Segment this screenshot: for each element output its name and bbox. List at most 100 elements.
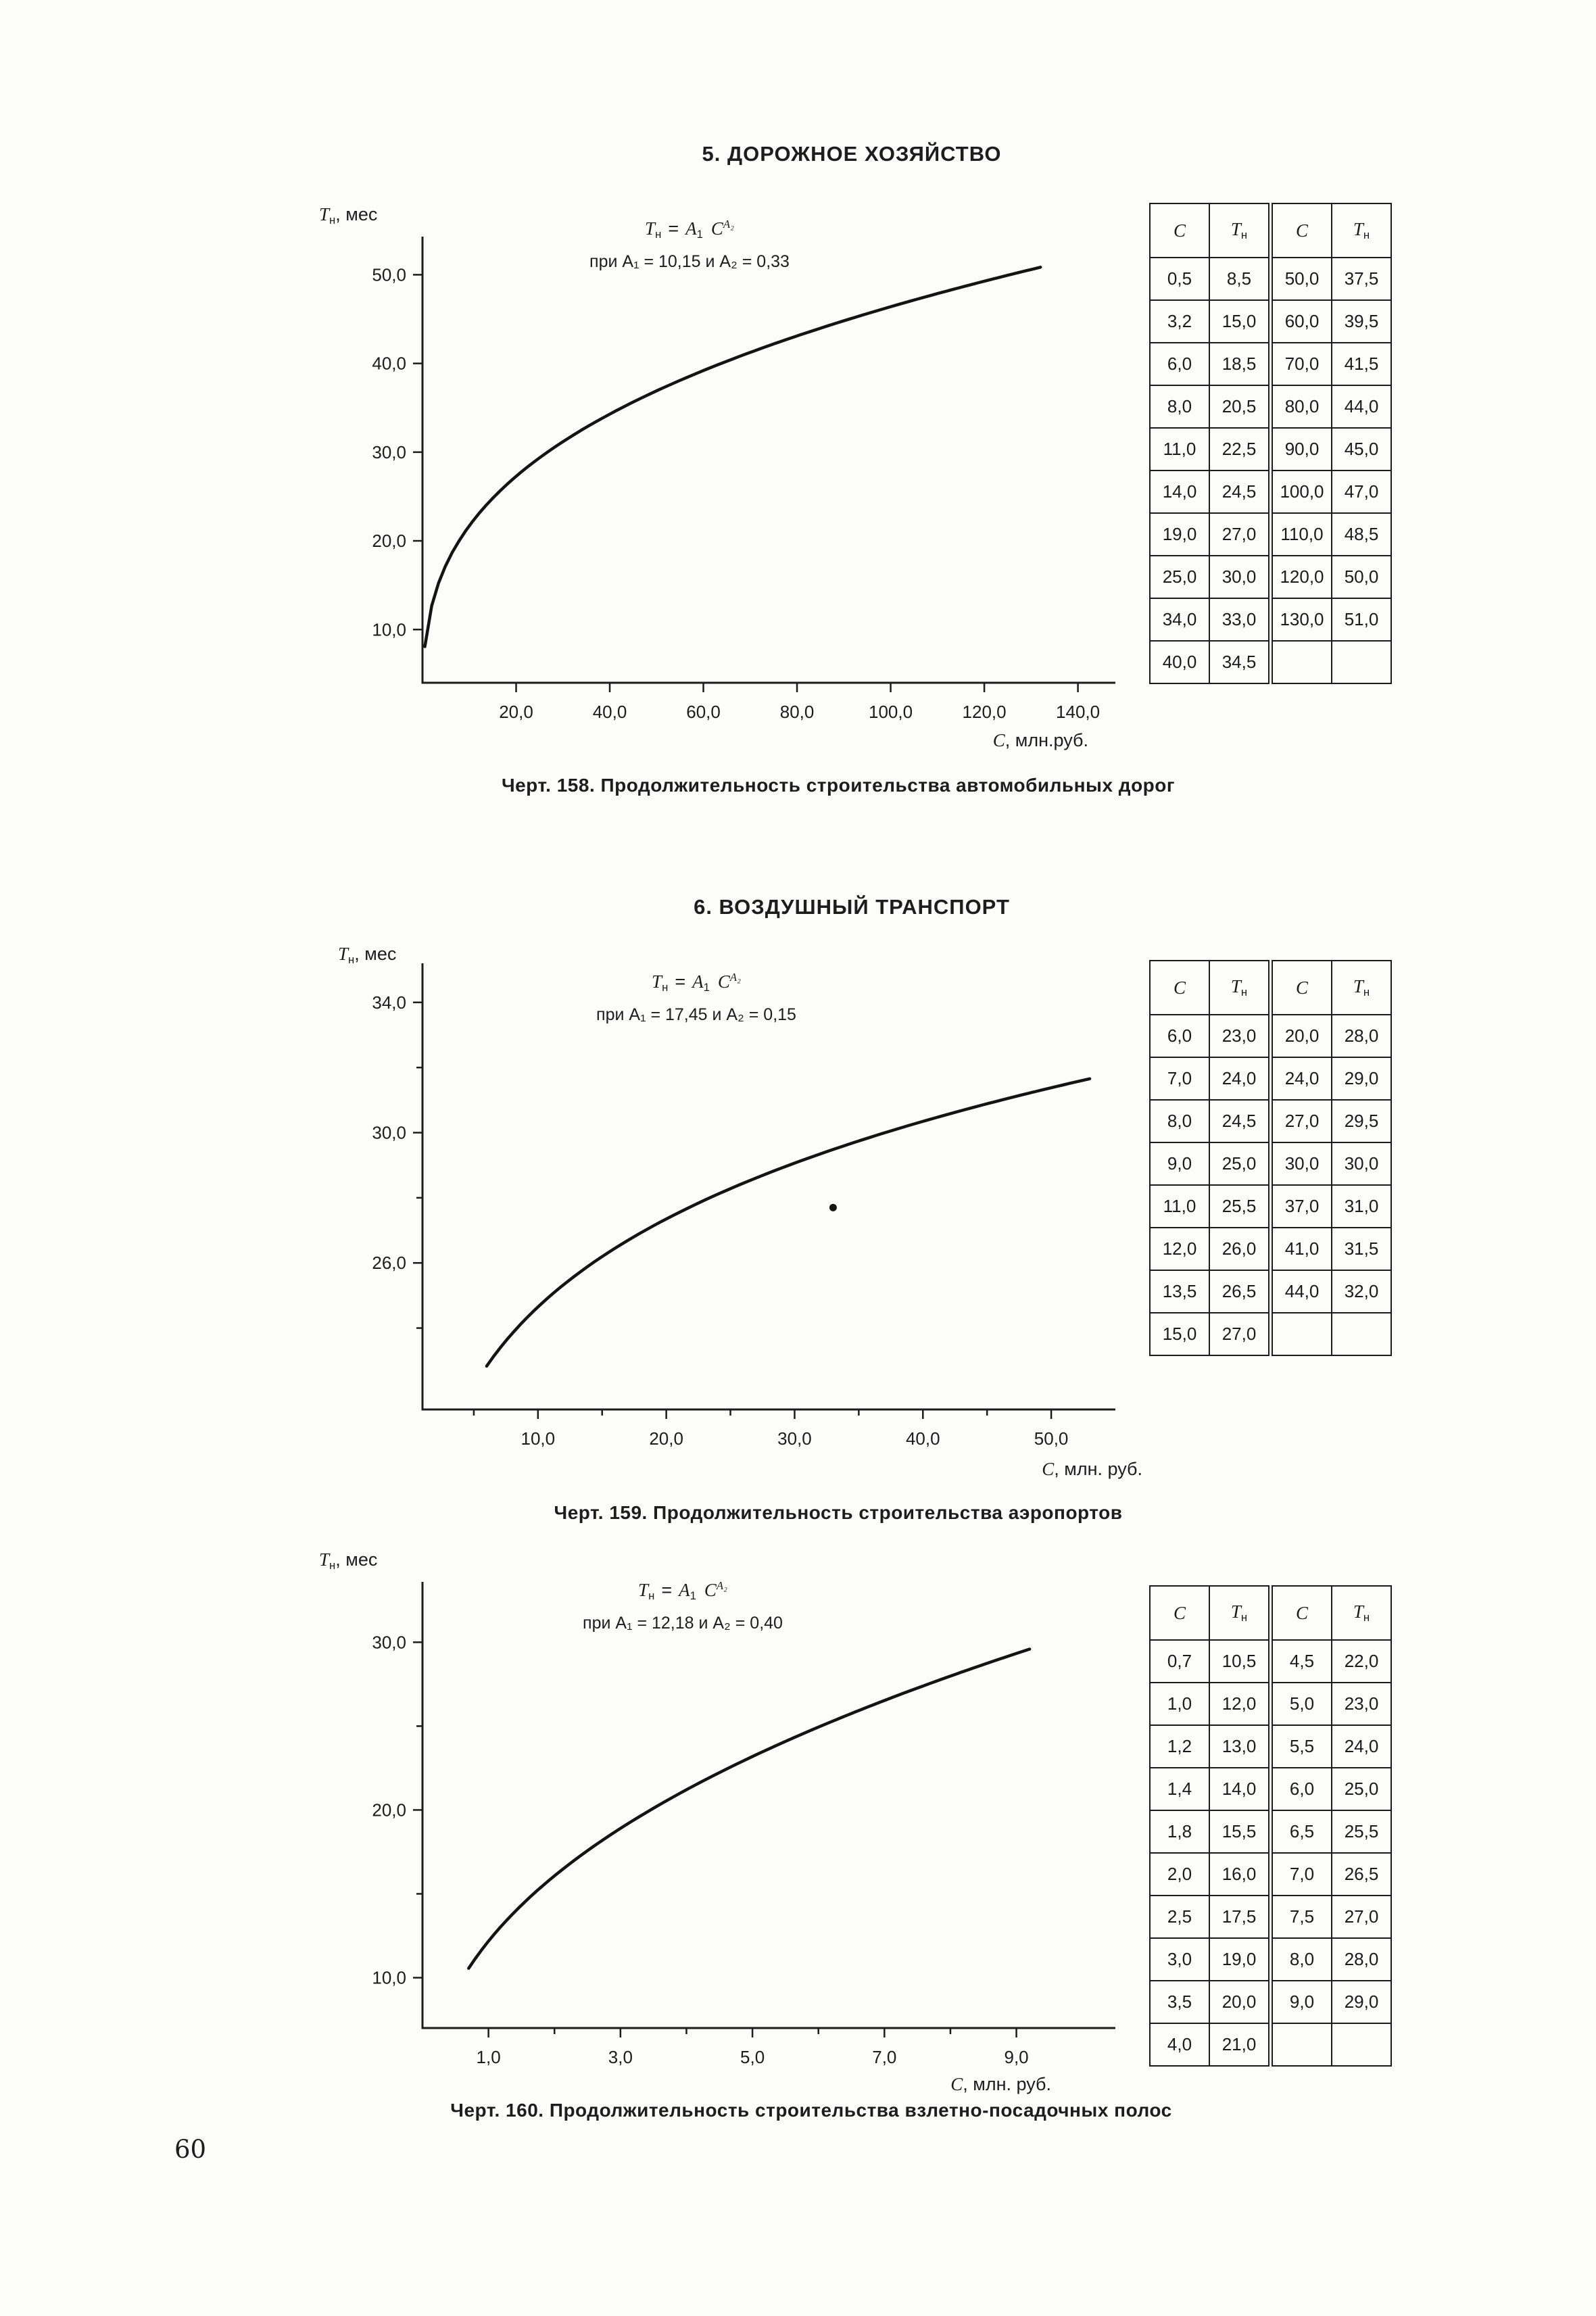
table-row: 3,5 20,0 9,0 29,0 [1149,1980,1392,2024]
y-tick-label: 30,0 [372,1123,406,1143]
table-cell: 33,0 [1209,598,1272,642]
table-row: 34,0 33,0 130,0 51,0 [1149,598,1392,642]
table-cell: 25,0 [1209,1142,1272,1186]
table-cell: 27,0 [1268,1099,1332,1143]
table-cell: 1,4 [1149,1767,1210,1811]
y-tick-label: 20,0 [372,531,406,551]
x-tick-label: 5,0 [740,2047,765,2067]
x-tick-label: 60,0 [686,702,721,722]
table-cell: 25,0 [1331,1767,1392,1811]
x-tick-label: 10,0 [521,1428,556,1449]
table-cell: 3,5 [1149,1980,1210,2024]
y-axis-label: Tн, мес [338,944,397,967]
table-cell: 44,0 [1331,385,1392,429]
table-cell [1331,640,1392,684]
table-cell: 34,5 [1209,640,1272,684]
table-row: 40,0 34,5 [1149,640,1392,684]
table-cell: 60,0 [1268,299,1332,343]
table-row: 0,7 10,5 4,5 22,0 [1149,1639,1392,1683]
y-axis-label: Tн, мес [319,1549,378,1572]
table-cell [1268,640,1332,684]
table-cell: 6,0 [1149,1014,1210,1058]
table-row: 1,2 13,0 5,5 24,0 [1149,1724,1392,1768]
table-row: 2,0 16,0 7,0 26,5 [1149,1852,1392,1896]
data-curve [423,266,1042,648]
table-cell: 26,5 [1209,1270,1272,1313]
table-cell: 1,2 [1149,1724,1210,1768]
table-cell: 31,0 [1331,1184,1392,1228]
table-row: 19,0 27,0 110,0 48,5 [1149,512,1392,556]
table-row: 2,5 17,5 7,5 27,0 [1149,1895,1392,1939]
table-header-row: C Tн C Tн [1149,1585,1392,1641]
formula-conditions: при A₁ = 12,18 и A₂ = 0,40 [583,1614,783,1633]
table-cell: 29,0 [1331,1980,1392,2024]
axes [421,237,1115,684]
x-tick-label: 9,0 [1004,2047,1028,2067]
table-cell: 37,0 [1268,1184,1332,1228]
table-cell: 47,0 [1331,470,1392,514]
formula-equation: Tн = A1 CA₂ [652,971,741,994]
table-cell: 15,0 [1209,299,1272,343]
table-row: 7,0 24,0 24,0 29,0 [1149,1057,1392,1101]
table-cell: 28,0 [1331,1014,1392,1058]
table-cell: 21,0 [1209,2023,1272,2067]
y-tick-label: 10,0 [372,619,406,640]
table-cell: 5,5 [1268,1724,1332,1768]
table-cell: 8,0 [1268,1937,1332,1981]
table-cell: 24,0 [1268,1057,1332,1101]
figure-caption-159: Черт. 159. Продолжительность строительст… [554,1502,1123,1523]
table-cell: 20,5 [1209,385,1272,429]
curve-formula: Tн = A1 CA₂ при A₁ = 17,45 и A₂ = 0,15 [521,965,872,1027]
table-cell: 30,0 [1209,555,1272,599]
chart-airports: 26,0 30,0 34,0 10,0 20,0 30,0 40,0 50,0 [372,963,1115,1449]
table-cell: 0,5 [1149,257,1210,301]
table-cell: 12,0 [1149,1227,1210,1271]
table-cell: 110,0 [1268,512,1332,556]
data-table-airports: C Tн C Tн 6,0 23,0 20,0 28,0 7,0 24,0 24,0 29,0 8,0 2… [1149,960,1392,1356]
x-tick-label: 80,0 [780,702,815,722]
x-tick-label: 40,0 [906,1428,940,1449]
x-tick-label: 20,0 [649,1428,683,1449]
table-cell: 30,0 [1268,1142,1332,1186]
x-tick-label: 30,0 [777,1428,812,1449]
axes [421,963,1115,1411]
table-cell: 15,0 [1149,1312,1210,1356]
table-row: 15,0 27,0 [1149,1312,1392,1356]
table-cell: 14,0 [1149,470,1210,514]
table-cell: 34,0 [1149,598,1210,642]
page-number: 60 [174,2135,207,2164]
table-row: 6,0 18,5 70,0 41,5 [1149,342,1392,386]
table-header: C [1268,1585,1332,1641]
formula-equation: Tн = A1 CA₂ [638,1579,727,1603]
table-row: 1,0 12,0 5,0 23,0 [1149,1682,1392,1726]
formula-conditions: при A₁ = 17,45 и A₂ = 0,15 [596,1005,796,1025]
table-cell: 0,7 [1149,1639,1210,1683]
data-curve [485,1077,1092,1368]
table-row: 6,0 23,0 20,0 28,0 [1149,1014,1392,1058]
y-axis-label: Tн, мес [319,204,378,227]
table-cell: 39,5 [1331,299,1392,343]
table-cell: 25,5 [1331,1810,1392,1854]
table-cell: 24,0 [1209,1057,1272,1101]
table-cell: 5,0 [1268,1682,1332,1726]
x-axis-label: C, млн. руб. [1042,1459,1142,1479]
table-cell: 4,5 [1268,1639,1332,1683]
table-row: 14,0 24,5 100,0 47,0 [1149,470,1392,514]
formula-equation: Tн = A1 CA₂ [645,218,734,241]
table-cell: 2,0 [1149,1852,1210,1896]
table-cell: 120,0 [1268,555,1332,599]
x-tick-label: 50,0 [1034,1428,1069,1449]
y-tick-label: 26,0 [372,1253,406,1273]
table-cell: 48,5 [1331,512,1392,556]
table-cell: 24,0 [1331,1724,1392,1768]
table-cell: 27,0 [1209,1312,1272,1356]
table-cell: 16,0 [1209,1852,1272,1896]
table-row: 25,0 30,0 120,0 50,0 [1149,555,1392,599]
section-title-5: 5. ДОРОЖНОЕ ХОЗЯЙСТВО [702,142,1002,166]
table-cell: 15,5 [1209,1810,1272,1854]
table-header-row: C Tн C Tн [1149,960,1392,1015]
data-table-runways: C Tн C Tн 0,7 10,5 4,5 22,0 1,0 12,0 5,0 23,0 1,2 13,… [1149,1585,1392,2067]
table-cell: 41,5 [1331,342,1392,386]
y-tick-label: 50,0 [372,264,406,285]
table-cell: 2,5 [1149,1895,1210,1939]
